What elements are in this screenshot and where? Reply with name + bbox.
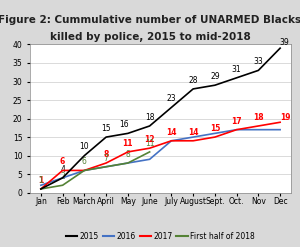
Text: 6: 6 [60, 157, 65, 166]
Text: 11: 11 [145, 139, 154, 148]
Text: 10: 10 [80, 143, 89, 151]
Text: 16: 16 [119, 120, 128, 129]
Text: 1: 1 [38, 176, 43, 185]
Text: 11: 11 [123, 139, 133, 148]
Text: 19: 19 [280, 113, 291, 122]
Legend: 2015, 2016, 2017, First half of 2018: 2015, 2016, 2017, First half of 2018 [63, 229, 258, 244]
Text: Figure 2: Cummulative number of UNARMED Blacks: Figure 2: Cummulative number of UNARMED … [0, 15, 300, 25]
Text: 8: 8 [125, 150, 130, 159]
Text: 18: 18 [253, 113, 264, 122]
Text: 18: 18 [145, 113, 154, 122]
Text: 29: 29 [210, 72, 220, 81]
Text: 4: 4 [60, 165, 65, 174]
Text: 8: 8 [103, 150, 109, 159]
Text: 14: 14 [166, 128, 177, 137]
Text: 12: 12 [144, 135, 155, 144]
Text: 15: 15 [101, 124, 111, 133]
Text: 15: 15 [210, 124, 220, 133]
Text: 17: 17 [231, 117, 242, 125]
Text: 2: 2 [60, 172, 65, 181]
Text: 14: 14 [188, 128, 198, 137]
Text: 23: 23 [167, 94, 176, 103]
Text: 1: 1 [38, 176, 43, 185]
Text: 31: 31 [232, 65, 242, 74]
Text: 1: 1 [38, 176, 43, 185]
Text: 7: 7 [104, 154, 109, 163]
Text: 6: 6 [82, 157, 87, 166]
Text: killed by police, 2015 to mid-2018: killed by police, 2015 to mid-2018 [50, 32, 250, 42]
Text: 28: 28 [188, 76, 198, 85]
Text: 33: 33 [254, 57, 263, 66]
Text: 39: 39 [279, 38, 289, 47]
